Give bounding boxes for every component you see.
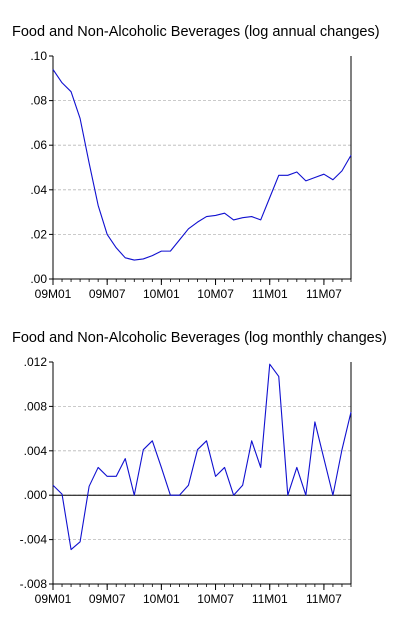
y-tick-label: .008 (24, 399, 48, 413)
x-tick-label: 10M07 (197, 287, 234, 301)
y-tick-label: .02 (30, 227, 47, 241)
y-tick-label: .000 (24, 488, 48, 502)
annual-changes-plot: .00 .02 .04 .06 .08 .10 09M01 09M07 10M01 10M07 11… (30, 49, 352, 301)
chart-title: Food and Non-Alcoholic Beverages (log mo… (12, 330, 387, 346)
x-tick-label: 09M01 (35, 287, 72, 301)
x-tick-label: 09M01 (35, 592, 72, 606)
x-tick-label: 10M01 (143, 287, 180, 301)
y-tick-label: -.008 (20, 577, 48, 591)
y-tick-label: -.004 (20, 533, 48, 547)
x-tick-label: 10M07 (197, 592, 234, 606)
y-tick-label: .10 (30, 49, 47, 63)
x-tick-label: 09M07 (89, 592, 126, 606)
y-tick-label: .06 (30, 138, 47, 152)
chart-title: Food and Non-Alcoholic Beverages (log an… (12, 24, 380, 40)
monthly-changes-chart: Food and Non-Alcoholic Beverages (log mo… (0, 318, 400, 631)
x-tick-label: 11M01 (252, 287, 288, 301)
y-tick-label: .012 (24, 355, 48, 369)
y-tick-label: .04 (30, 183, 47, 197)
x-tick-label: 11M07 (306, 287, 342, 301)
y-tick-label: .08 (30, 94, 47, 108)
series-line (52, 69, 352, 261)
y-tick-label: .00 (30, 272, 47, 286)
y-tick-label: .004 (24, 444, 48, 458)
x-tick-label: 11M01 (252, 592, 288, 606)
monthly-changes-plot: -.008 -.004 .000 .004 .008 .012 09M01 09M07 10M0… (20, 355, 352, 606)
series-line (52, 363, 352, 551)
annual-changes-chart: Food and Non-Alcoholic Beverages (log an… (0, 0, 400, 305)
x-tick-label: 10M01 (143, 592, 180, 606)
x-tick-label: 11M07 (306, 592, 342, 606)
x-tick-label: 09M07 (89, 287, 126, 301)
